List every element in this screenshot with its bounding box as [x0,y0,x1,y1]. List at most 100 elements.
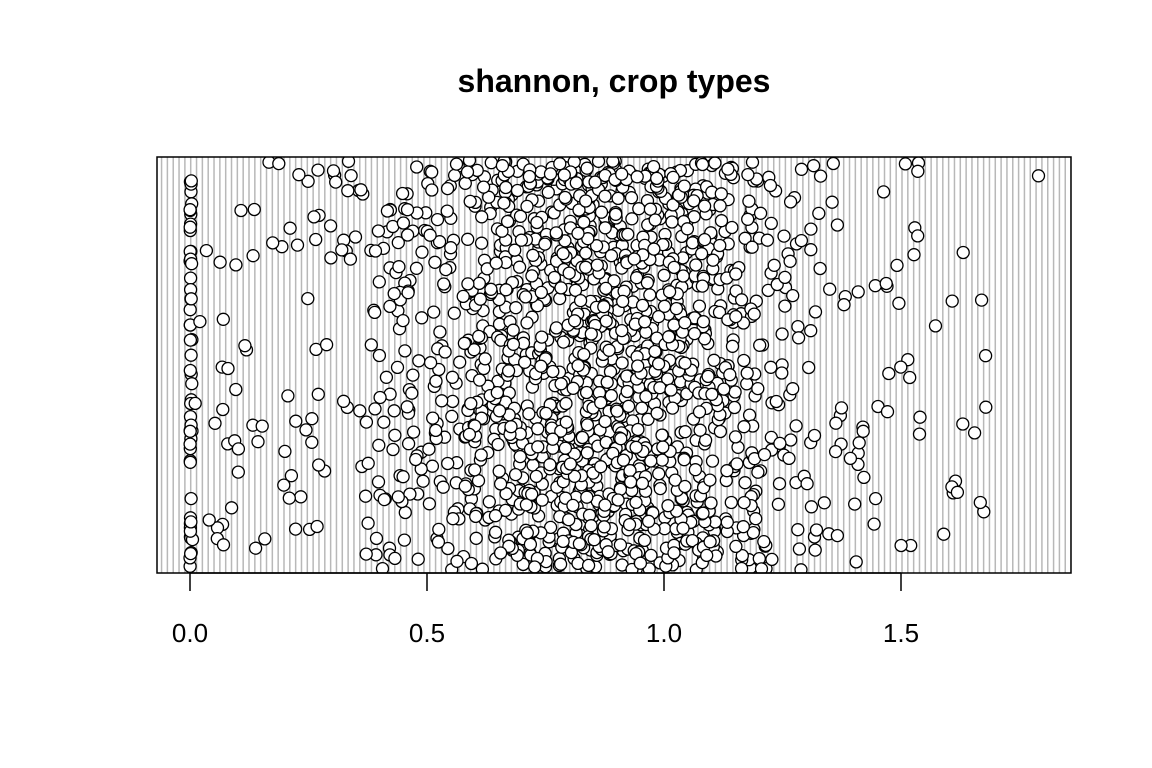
data-point [848,497,862,511]
data-point [183,437,197,451]
data-point [737,353,751,368]
data-point [782,451,796,466]
data-point [741,167,755,182]
data-point [388,428,402,442]
data-point [445,409,459,424]
data-point [580,490,594,504]
data-point [669,301,684,316]
data-point [531,422,545,436]
data-point [534,285,548,300]
data-point [278,444,292,459]
data-point [432,522,446,537]
data-point [599,281,613,296]
data-point [409,261,424,275]
data-point [224,501,239,515]
data-point [627,252,641,266]
data-point [713,199,727,213]
data-point [791,319,805,334]
data-point [476,180,491,194]
data-point [234,203,248,218]
data-point [812,206,826,221]
data-point [368,244,383,258]
data-point [584,519,598,533]
data-point [373,390,387,405]
data-point [640,276,655,290]
data-point [529,469,543,484]
data-point [666,198,680,212]
data-point [600,375,614,389]
data-point [692,299,707,313]
data-point [497,196,511,210]
data-point [720,515,734,529]
data-point [472,373,487,387]
data-point [973,495,987,510]
data-point [562,513,576,527]
data-point [433,325,447,339]
data-point [535,493,549,507]
data-point [597,520,611,534]
data-point [804,324,818,338]
data-point [184,515,198,529]
data-point [598,498,612,512]
data-point [354,183,368,197]
data-point [441,456,455,471]
data-point [475,562,490,573]
data-point [546,432,560,446]
data-point [453,355,467,369]
data-point [615,167,629,181]
data-point [647,242,661,256]
data-point [794,162,809,176]
data-point [231,442,246,456]
data-point [416,474,430,488]
data-point [538,237,552,251]
data-point [184,257,199,271]
data-point [423,228,437,242]
data-point [653,481,667,496]
data-point [229,382,243,397]
data-point [597,300,611,314]
data-point [429,374,443,388]
data-point [396,216,411,230]
data-point [510,183,525,198]
data-point [778,270,792,285]
data-point [678,425,692,439]
data-point [425,459,440,473]
data-point [375,561,390,573]
data-point [580,418,595,432]
data-point [188,396,202,411]
data-point [504,420,518,434]
data-point [447,306,461,320]
data-point [757,534,771,549]
data-point [387,404,401,418]
data-point [183,455,197,469]
data-point [630,170,644,184]
data-point [737,420,751,434]
data-point [620,384,634,399]
data-point [518,290,533,304]
data-point [629,495,643,510]
data-point [294,490,308,504]
data-point [305,412,319,426]
data-point [429,423,443,438]
data-point [736,520,750,534]
data-point [678,316,692,330]
data-point [509,301,523,315]
data-point [808,305,823,319]
data-point [775,327,789,341]
data-point [806,159,821,173]
data-point [676,269,690,283]
data-point [359,415,374,429]
data-point [231,465,245,479]
data-point [825,195,839,209]
data-point [661,499,675,513]
data-point [547,270,562,285]
data-point [580,446,594,460]
data-point [309,232,323,247]
data-point [482,495,496,509]
data-point [730,457,744,471]
data-point [447,168,462,183]
data-point [723,368,737,382]
x-tick-label: 1.0 [646,618,682,648]
data-point [425,165,439,179]
data-point [590,258,604,272]
